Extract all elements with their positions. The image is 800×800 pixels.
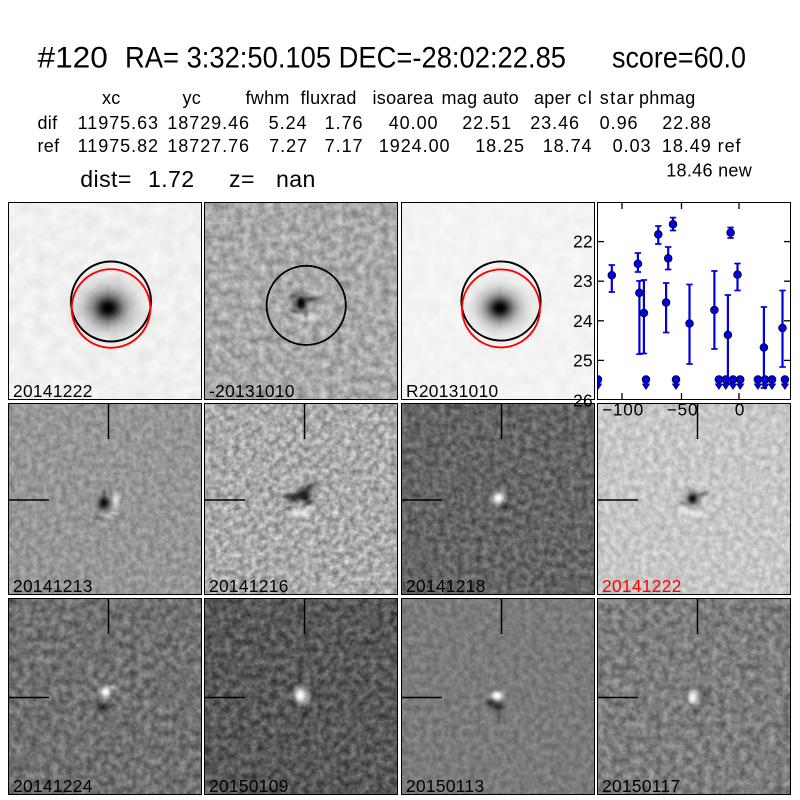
svg-text:5.24: 5.24	[269, 113, 308, 133]
svg-text:1924.00: 1924.00	[379, 136, 451, 156]
svg-text:dif: dif	[38, 113, 59, 133]
svg-text:20150117: 20150117	[602, 776, 680, 794]
svg-text:7.17: 7.17	[325, 136, 364, 156]
svg-text:cl star: cl star	[578, 88, 636, 108]
svg-text:11975.63: 11975.63	[78, 113, 159, 133]
svg-text:fluxrad: fluxrad	[301, 88, 357, 108]
svg-text:22: 22	[573, 232, 593, 252]
svg-text:z=: z=	[229, 166, 255, 192]
svg-text:score=60.0: score=60.0	[612, 41, 746, 75]
svg-text:1.76: 1.76	[325, 113, 364, 133]
svg-text:18.49 ref: 18.49 ref	[662, 136, 742, 156]
svg-text:20141218: 20141218	[406, 576, 486, 594]
svg-text:18729.46: 18729.46	[167, 113, 250, 133]
svg-text:20150109: 20150109	[209, 776, 289, 794]
svg-text:0.96: 0.96	[600, 113, 639, 133]
svg-text:40.00: 40.00	[389, 113, 439, 133]
svg-text:7.27: 7.27	[269, 136, 308, 156]
svg-text:dist=: dist=	[80, 166, 131, 192]
svg-text:fwhm: fwhm	[246, 88, 290, 108]
svg-text:25: 25	[573, 350, 593, 370]
svg-text:18.25: 18.25	[475, 136, 525, 156]
svg-text:18.46 new: 18.46 new	[666, 161, 752, 181]
svg-text:0.03: 0.03	[613, 136, 652, 156]
svg-text:20141216: 20141216	[209, 576, 289, 594]
svg-text:#120: #120	[38, 40, 108, 74]
svg-text:20141222: 20141222	[13, 381, 93, 399]
svg-text:18.74: 18.74	[543, 136, 593, 156]
svg-text:23: 23	[573, 271, 593, 291]
svg-text:xc: xc	[102, 88, 121, 108]
svg-text:yc: yc	[183, 88, 202, 108]
svg-text:ref: ref	[38, 136, 61, 156]
svg-text:R20131010: R20131010	[406, 381, 499, 399]
svg-text:−100: −100	[602, 400, 644, 420]
svg-text:22.51: 22.51	[462, 113, 512, 133]
svg-text:20141222: 20141222	[602, 576, 682, 594]
svg-text:20150113: 20150113	[406, 776, 484, 794]
svg-text:mag auto: mag auto	[442, 88, 519, 108]
svg-text:26: 26	[573, 391, 593, 411]
svg-text:20141213: 20141213	[13, 576, 93, 594]
svg-text:phmag: phmag	[639, 88, 696, 108]
svg-text:−50: −50	[667, 400, 699, 420]
svg-text:RA= 3:32:50.105 DEC=-28:02:22.: RA= 3:32:50.105 DEC=-28:02:22.85	[125, 41, 566, 74]
svg-text:isoarea: isoarea	[373, 88, 435, 108]
svg-text:22.88: 22.88	[662, 113, 712, 133]
svg-text:23.46: 23.46	[530, 113, 580, 133]
svg-text:18727.76: 18727.76	[167, 136, 250, 156]
svg-text:aper: aper	[534, 88, 571, 108]
svg-text:11975.82: 11975.82	[78, 136, 159, 156]
svg-text:0: 0	[735, 400, 745, 420]
svg-text:20141224: 20141224	[13, 776, 93, 794]
svg-text:24: 24	[573, 311, 593, 331]
svg-text:-20131010: -20131010	[209, 381, 295, 399]
svg-text:nan: nan	[276, 166, 316, 192]
svg-text:1.72: 1.72	[148, 166, 195, 192]
